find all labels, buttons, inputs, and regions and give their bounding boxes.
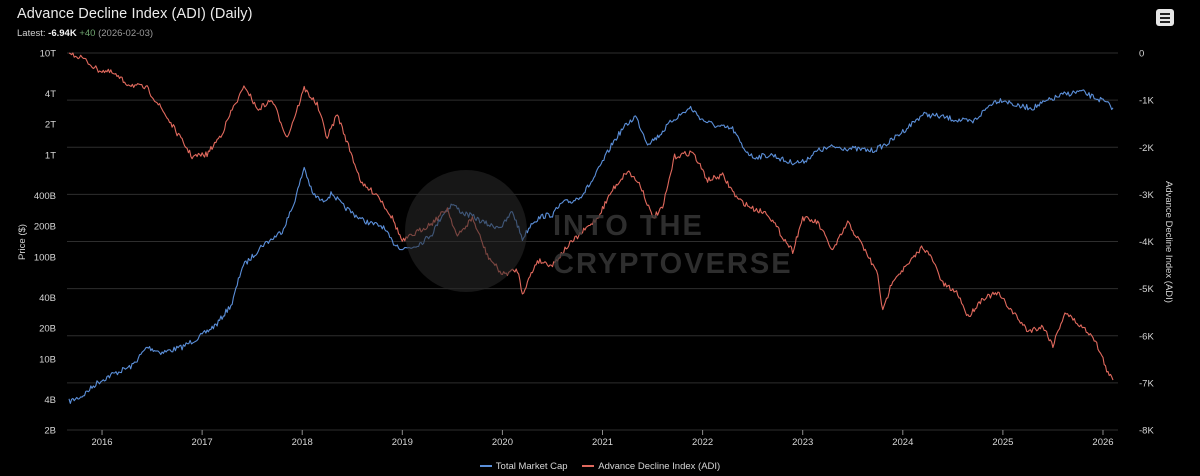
y-right-tick-label: -4K bbox=[1139, 237, 1154, 248]
series-line-market-cap bbox=[68, 89, 1114, 404]
x-tick-label: 2025 bbox=[992, 437, 1013, 448]
menu-bar bbox=[1160, 17, 1170, 19]
y-right-tick-label: -7K bbox=[1139, 378, 1154, 389]
y-left-tick-label: 20B bbox=[39, 324, 56, 335]
legend-label: Advance Decline Index (ADI) bbox=[598, 460, 721, 472]
menu-bar bbox=[1160, 13, 1170, 15]
x-tick-label: 2022 bbox=[692, 437, 713, 448]
x-tick-label: 2021 bbox=[592, 437, 613, 448]
x-tick-label: 2017 bbox=[192, 437, 213, 448]
legend-item-adi[interactable]: Advance Decline Index (ADI) bbox=[582, 461, 720, 472]
y-left-tick-label: 100B bbox=[34, 252, 56, 263]
x-tick-label: 2016 bbox=[91, 437, 112, 448]
latest-value: -6.94K bbox=[48, 28, 77, 39]
x-tick-label: 2019 bbox=[392, 437, 413, 448]
chart-title: Advance Decline Index (ADI) (Daily) bbox=[17, 6, 253, 22]
x-tick-label: 2018 bbox=[292, 437, 313, 448]
y-left-tick-label: 2T bbox=[45, 120, 56, 131]
latest-date: (2026-02-03) bbox=[98, 28, 154, 39]
x-tick-label: 2026 bbox=[1092, 437, 1113, 448]
y-right-tick-label: -1K bbox=[1139, 96, 1154, 107]
chart-legend: Total Market Cap Advance Decline Index (… bbox=[0, 459, 1200, 472]
latest-label: Latest: bbox=[17, 28, 46, 39]
y-right-tick-label: -5K bbox=[1139, 284, 1154, 295]
legend-swatch-adi bbox=[582, 465, 595, 467]
y-left-tick-label: 40B bbox=[39, 293, 56, 304]
chart-header: Advance Decline Index (ADI) (Daily) Late… bbox=[17, 6, 253, 39]
y-left-tick-label: 1T bbox=[45, 150, 56, 161]
latest-readout: Latest: -6.94K +40 (2026-02-03) bbox=[17, 28, 253, 39]
y-left-tick-label: 200B bbox=[34, 222, 56, 233]
y-left-tick-label: 10B bbox=[39, 354, 56, 365]
y-right-tick-label: -3K bbox=[1139, 190, 1154, 201]
y-left-tick-label: 400B bbox=[34, 191, 56, 202]
x-tick-label: 2023 bbox=[792, 437, 813, 448]
y-right-axis-title: Advance Decline Index (ADI) bbox=[1163, 181, 1174, 303]
series-line-adi bbox=[68, 52, 1114, 381]
latest-change: +40 bbox=[79, 28, 96, 39]
x-tick-label: 2024 bbox=[892, 437, 913, 448]
y-right-tick-label: -2K bbox=[1139, 143, 1154, 154]
y-left-axis-title: Price ($) bbox=[17, 224, 28, 260]
y-right-tick-label: -6K bbox=[1139, 331, 1154, 342]
legend-item-market-cap[interactable]: Total Market Cap bbox=[479, 460, 568, 472]
y-left-tick-label: 4T bbox=[45, 89, 56, 100]
legend-label: Total Market Cap bbox=[495, 460, 568, 472]
legend-swatch-market-cap bbox=[479, 465, 492, 467]
y-left-tick-label: 4B bbox=[44, 395, 56, 406]
y-right-tick-label: -8K bbox=[1139, 426, 1154, 437]
y-left-tick-label: 2B bbox=[44, 426, 56, 437]
hamburger-menu-icon[interactable] bbox=[1156, 9, 1174, 26]
y-right-tick-label: 0 bbox=[1139, 49, 1144, 60]
menu-bar bbox=[1160, 21, 1170, 23]
x-tick-label: 2020 bbox=[492, 437, 513, 448]
y-left-tick-label: 10T bbox=[40, 49, 57, 60]
